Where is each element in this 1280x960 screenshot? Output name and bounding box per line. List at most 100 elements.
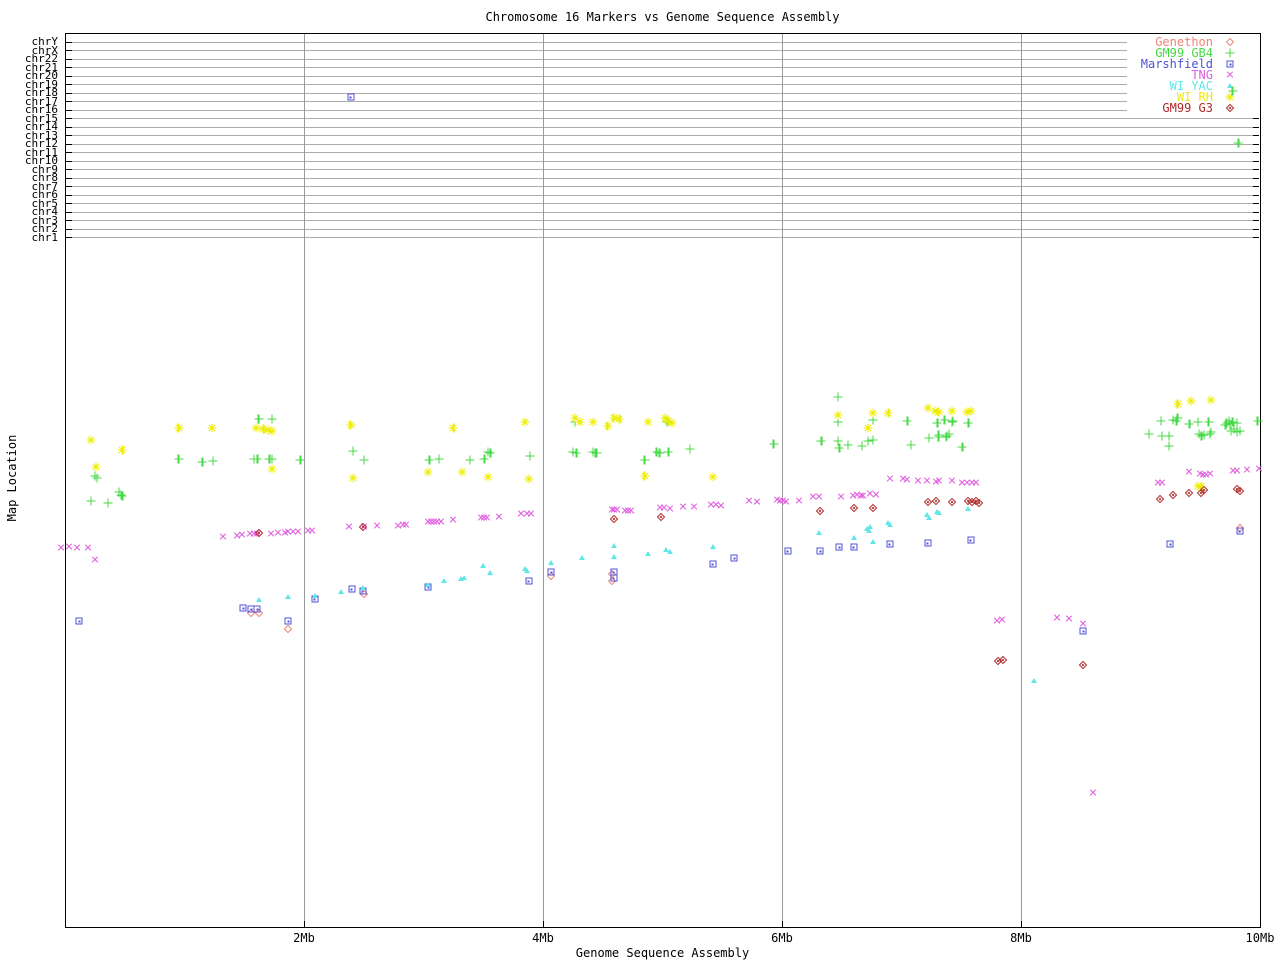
data-point-gm99-gb4	[1228, 417, 1237, 427]
data-point-wi-yac	[925, 515, 932, 520]
data-point-marshfield	[967, 536, 975, 544]
data-point-gm99-gb4	[1156, 416, 1166, 426]
x-gridline-8mb	[1020, 34, 1022, 926]
y-tick-right	[1253, 228, 1259, 230]
data-point-marshfield	[610, 574, 617, 582]
y-tick-left	[66, 135, 72, 136]
data-point-gm99-gb4	[957, 442, 967, 452]
data-point-gm99-gb4	[359, 455, 369, 465]
data-point-wi-rh	[609, 413, 618, 423]
data-point-wi-rh	[966, 406, 976, 416]
data-point-wi-yac	[524, 568, 531, 573]
data-point-wi-yac	[425, 582, 432, 587]
data-point-gm99-gb4	[942, 431, 952, 441]
x-tick-label-10Mb: 10Mb	[1245, 931, 1275, 945]
y-tick-left	[66, 177, 72, 179]
y-tick-right	[1253, 143, 1259, 145]
data-point-gm99-gb4	[485, 448, 495, 458]
y-tick-left	[66, 126, 72, 128]
data-point-wi-rh	[833, 410, 843, 420]
data-point-gm99-gb4	[116, 490, 126, 500]
y-tick-right	[1253, 126, 1259, 128]
y-tick-right	[1253, 220, 1259, 221]
data-point-marshfield	[730, 554, 738, 562]
y-tick-left	[66, 92, 72, 94]
y-tick-label-chr19: chr19	[24, 77, 58, 91]
data-point-gm99-gb4	[940, 415, 950, 425]
data-point-wi-rh	[868, 408, 878, 418]
y-tick-right	[1253, 194, 1259, 196]
data-point-wi-rh	[934, 407, 944, 417]
data-point-wi-rh	[348, 473, 358, 483]
data-point-wi-rh	[423, 467, 433, 477]
y-tick-left	[66, 194, 72, 196]
data-point-wi-rh	[640, 471, 650, 481]
data-point-wi-rh	[1173, 399, 1183, 409]
data-point-tng	[84, 544, 92, 552]
data-point-gm99-gb4	[90, 471, 100, 481]
legend-marker-marshfield	[1226, 60, 1234, 68]
data-point-wi-rh	[207, 423, 217, 433]
data-point-gm99-gb4	[1144, 429, 1154, 439]
data-point-tng	[690, 503, 698, 511]
data-point-tng	[837, 493, 845, 501]
y-tick-label-chr12: chr12	[24, 137, 58, 150]
y-tick-label-chr21: chr21	[24, 60, 58, 74]
data-point-marshfield	[348, 585, 356, 593]
x-tick-4Mb	[542, 921, 544, 927]
data-point-gm99-gb4	[568, 447, 578, 457]
data-point-wi-rh	[947, 406, 957, 416]
data-point-gm99-gb4	[208, 456, 218, 466]
data-point-gm99-gb4	[1193, 417, 1203, 427]
data-point-gm99-gb4	[267, 454, 277, 464]
data-point-wi-rh	[570, 413, 580, 423]
data-point-gm99-gb4	[963, 418, 973, 428]
x-tick-8Mb	[1020, 921, 1022, 927]
data-point-wi-rh	[448, 423, 458, 433]
data-point-gm99-gb4	[588, 447, 598, 457]
y-tick-left	[66, 220, 72, 221]
data-point-tng	[1206, 470, 1214, 478]
legend-label-gm99-g3: GM99 G3	[1162, 101, 1213, 115]
data-point-gm99-gb4	[863, 436, 873, 446]
data-point-wi-yac	[461, 575, 468, 580]
data-point-wi-rh	[267, 426, 277, 436]
data-point-gm99-gb4	[1253, 416, 1263, 426]
data-point-tng	[935, 477, 943, 485]
data-point-gm99-gb4	[1194, 429, 1204, 439]
data-point-wi-rh	[1186, 396, 1196, 406]
data-point-tng	[815, 493, 823, 501]
x-axis-title: Genome Sequence Assembly	[575, 946, 750, 960]
data-point-wi-rh	[708, 472, 718, 482]
data-point-tng	[345, 523, 353, 531]
data-point-wi-rh	[962, 407, 972, 417]
x-tick-label-2Mb: 2Mb	[293, 931, 315, 945]
y-axis-title: Map Location	[5, 434, 19, 522]
data-point-wi-rh	[1196, 482, 1206, 492]
data-point-tng	[1255, 465, 1263, 473]
data-point-tng	[872, 491, 880, 499]
data-point-tng	[483, 514, 491, 522]
y-tick-left	[66, 152, 72, 153]
y-tick-label-chrY: chrY	[31, 35, 59, 48]
data-point-wi-yac	[816, 530, 823, 535]
y-tick-label-chr9: chr9	[31, 162, 59, 176]
x-tick-label-4Mb: 4Mb	[532, 931, 554, 945]
data-point-marshfield	[284, 617, 292, 625]
y-tick-left	[66, 160, 72, 162]
y-tick-right	[1253, 203, 1259, 204]
data-point-gm99-gb4	[465, 455, 475, 465]
data-point-gm99-gb4	[924, 433, 934, 443]
data-point-gm99-gb4	[944, 429, 954, 439]
data-point-wi-yac	[487, 570, 494, 575]
chromosome-gridline-chr9	[66, 169, 1259, 170]
y-tick-right	[1253, 211, 1259, 213]
data-point-gm99-gb4	[655, 448, 665, 458]
chromosome-gridline-chr4	[66, 211, 1259, 213]
chromosome-gridline-chr10	[66, 160, 1259, 162]
data-point-gm99-gb4	[174, 454, 184, 464]
data-point-gm99-gb4	[934, 432, 944, 442]
chart-title: Chromosome 16 Markers vs Genome Sequence…	[485, 10, 840, 24]
data-point-gm99-gb4	[640, 455, 650, 465]
data-point-gm99-gb4	[947, 417, 957, 427]
